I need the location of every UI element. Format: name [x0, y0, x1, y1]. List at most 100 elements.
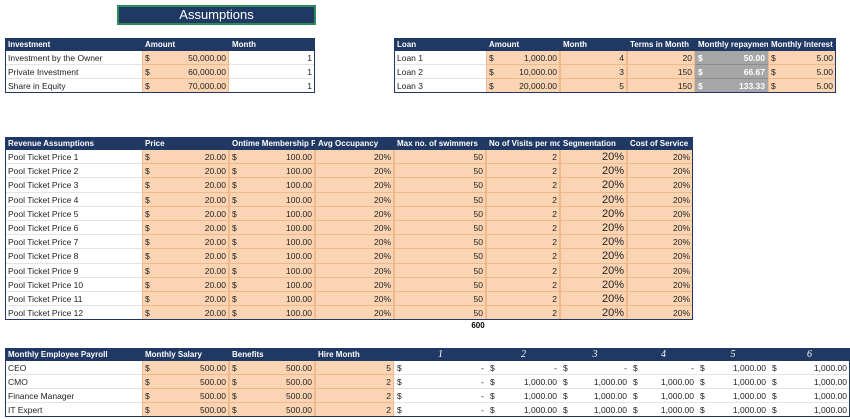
cell-text: Finance Manager — [8, 391, 75, 401]
cell — [486, 150, 560, 165]
cell-text: 1,000.00 — [660, 391, 694, 401]
cell-text: 2 — [552, 208, 557, 219]
revenue-total: 600 — [471, 321, 485, 330]
cell-text: 100.00 — [286, 294, 312, 304]
cell — [560, 249, 627, 264]
cell — [394, 51, 486, 65]
cell-text: 20% — [601, 193, 624, 206]
cell — [315, 292, 394, 307]
cell — [142, 389, 229, 403]
cell-text: 150 — [677, 81, 692, 91]
column-header: 6 — [807, 349, 812, 360]
cell-text: Loan 2 — [397, 67, 423, 77]
cell — [315, 192, 394, 207]
cell-text: $ — [490, 363, 495, 373]
cell — [315, 221, 394, 236]
cell-text: 100.00 — [286, 251, 312, 262]
cell-text: 20% — [601, 222, 624, 234]
cell-text: 500.00 — [200, 405, 226, 415]
cell-text: 20% — [373, 180, 391, 191]
cell — [5, 389, 142, 403]
cell-text: - — [481, 377, 484, 387]
cell-text: $ — [698, 67, 703, 77]
cell-text: 500.00 — [286, 363, 312, 373]
cell-text: $ — [145, 405, 150, 415]
cell-text: 2 — [386, 405, 391, 415]
cell — [5, 51, 142, 65]
cell-text: $ — [489, 67, 494, 77]
cell-text: $ — [490, 377, 495, 387]
cell-text: Private Investment — [8, 67, 79, 77]
cell — [486, 178, 560, 193]
cell-text: $ — [145, 53, 150, 63]
cell-text: $ — [232, 391, 237, 401]
cell-text: CMO — [8, 377, 28, 387]
cell-text: $ — [489, 53, 494, 63]
cell — [229, 51, 315, 65]
cell-text: Pool Ticket Price 5 — [8, 208, 79, 219]
cell-text: 1,000.00 — [732, 363, 766, 373]
cell-text: 20% — [672, 265, 690, 276]
cell-text: 20.00 — [204, 180, 226, 191]
cell-text: $ — [771, 53, 776, 63]
cell-text: 1,000.00 — [593, 405, 627, 415]
cell — [142, 192, 229, 207]
cell — [315, 206, 394, 221]
cell-text: Pool Ticket Price 11 — [8, 294, 83, 304]
cell — [487, 361, 560, 375]
cell-text: Pool Ticket Price 7 — [8, 237, 79, 248]
cell-text: 50 — [473, 251, 483, 262]
cell-text: 20% — [601, 179, 624, 192]
column-header: Amount — [145, 40, 176, 49]
cell — [486, 292, 560, 307]
cell-text: $ — [145, 180, 150, 191]
cell — [315, 263, 394, 278]
cell-text: 20.00 — [204, 166, 226, 177]
cell — [5, 206, 142, 221]
cell — [5, 375, 142, 389]
cell-text: Pool Ticket Price 3 — [8, 180, 79, 191]
cell-text: $ — [232, 180, 237, 191]
cell-text: 66.67 — [743, 67, 765, 77]
cell — [5, 65, 142, 79]
cell — [315, 389, 394, 403]
cell-text: 1,000.00 — [813, 363, 847, 373]
cell-text: 2 — [552, 194, 557, 205]
table-header-row — [5, 348, 850, 361]
cell-text: $ — [232, 223, 237, 233]
cell-text: 1 — [307, 81, 312, 91]
cell — [5, 277, 142, 292]
cell — [394, 192, 486, 207]
cell-text: 20.00 — [204, 223, 226, 233]
cell-text: 1 — [307, 53, 312, 63]
cell-text: 1,000.00 — [813, 405, 847, 415]
cell-text: 20% — [601, 236, 624, 249]
cell-text: 20% — [601, 207, 624, 220]
column-header: Month — [232, 40, 256, 49]
cell-text: $ — [145, 223, 150, 233]
cell-text: 20% — [672, 279, 690, 290]
cell-text: 20% — [672, 251, 690, 262]
cell — [394, 164, 486, 179]
cell-text: 1,000.00 — [813, 391, 847, 401]
column-header: Revenue Assumptions — [8, 139, 94, 148]
cell-text: 20% — [373, 265, 391, 276]
cell-text: $ — [145, 208, 150, 219]
cell-text: 20% — [601, 250, 624, 263]
cell — [394, 235, 486, 250]
cell — [394, 389, 487, 403]
column-header: Cost of Service — [630, 139, 689, 148]
cell-text: $ — [771, 81, 776, 91]
cell-text: 20% — [601, 264, 624, 277]
cell-text: 50 — [473, 265, 483, 276]
cell-text: 50 — [473, 152, 483, 162]
cell — [695, 51, 768, 65]
cell — [5, 221, 142, 236]
cell — [142, 361, 229, 375]
cell-text: Pool Ticket Price 9 — [8, 265, 79, 276]
cell-text: $ — [397, 405, 402, 415]
cell-text: $ — [700, 391, 705, 401]
cell-text: $ — [232, 237, 237, 248]
cell-text: - — [481, 405, 484, 415]
